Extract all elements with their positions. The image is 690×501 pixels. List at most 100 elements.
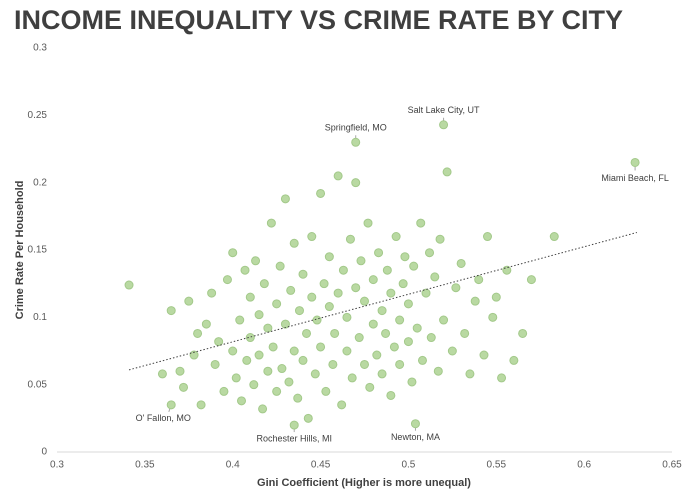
point (237, 396, 246, 406)
point (242, 355, 252, 365)
point (465, 369, 475, 379)
point (196, 400, 206, 410)
point (363, 218, 373, 228)
point (319, 279, 329, 289)
point (509, 355, 519, 365)
point (263, 366, 273, 376)
point (286, 285, 296, 295)
point (333, 288, 343, 298)
point (254, 350, 264, 360)
point (307, 232, 317, 242)
point (337, 400, 347, 410)
point (479, 350, 489, 360)
point (324, 252, 334, 262)
point (439, 120, 449, 130)
point (333, 171, 343, 181)
point (263, 323, 273, 333)
point (456, 258, 466, 268)
point (303, 413, 313, 423)
point (258, 404, 268, 414)
point (342, 346, 352, 356)
point (400, 252, 410, 262)
point (377, 306, 387, 316)
point (488, 312, 498, 322)
point (502, 265, 512, 275)
point (235, 315, 245, 325)
point (398, 279, 408, 289)
x-tick-label: 0.6 (577, 460, 591, 471)
point (470, 296, 480, 306)
point (228, 346, 238, 356)
point (549, 232, 559, 242)
point (426, 333, 436, 343)
point (386, 288, 396, 298)
y-axis-title: Crime Rate Per Household (14, 181, 26, 320)
point (298, 355, 308, 365)
point (175, 366, 185, 376)
point (207, 288, 217, 298)
point (324, 302, 334, 312)
point (328, 359, 338, 369)
point (179, 382, 189, 392)
point (316, 342, 326, 352)
point (166, 400, 176, 410)
point (294, 306, 304, 316)
point (421, 288, 431, 298)
point (240, 265, 250, 275)
point (166, 306, 176, 316)
point (518, 328, 528, 338)
annotation: Miami Beach, FL (601, 173, 669, 183)
trendline (128, 232, 637, 371)
point (124, 280, 134, 290)
point (184, 296, 194, 306)
point (377, 369, 387, 379)
y-tick-label: 0.2 (33, 177, 47, 188)
y-tick-label: 0.05 (28, 379, 48, 390)
point (272, 299, 282, 309)
point (360, 296, 369, 306)
y-tick-label: 0 (41, 447, 47, 458)
point (451, 283, 461, 293)
point (254, 310, 264, 320)
point (277, 364, 287, 374)
chart-title: INCOME INEQUALITY VS CRIME RATE BY CITY (14, 5, 623, 35)
point (330, 328, 340, 338)
point (280, 194, 290, 204)
point (483, 232, 492, 242)
point (201, 319, 211, 329)
point (345, 234, 355, 244)
point (351, 137, 361, 147)
point (316, 188, 326, 198)
point (342, 312, 352, 322)
point (157, 369, 167, 379)
point (409, 261, 419, 271)
x-tick-label: 0.3 (50, 460, 64, 471)
point (347, 373, 357, 383)
point (356, 256, 366, 266)
point (231, 373, 241, 383)
point (460, 328, 470, 338)
point (193, 328, 203, 338)
point (407, 377, 417, 387)
point (497, 373, 507, 383)
y-tick-label: 0.25 (28, 110, 48, 121)
point (222, 275, 232, 285)
x-tick-label: 0.35 (135, 460, 155, 471)
x-axis-title: Gini Coefficient (Higher is more unequal… (257, 477, 471, 489)
point (447, 346, 457, 356)
point (268, 342, 278, 352)
point (417, 355, 427, 365)
point (293, 393, 303, 403)
point (526, 275, 536, 285)
point (284, 377, 294, 387)
point (272, 386, 282, 396)
point (381, 328, 391, 338)
point (374, 248, 384, 258)
point (425, 248, 435, 258)
point (442, 167, 452, 177)
point (439, 315, 449, 325)
point (351, 178, 361, 188)
point (410, 419, 420, 429)
point (214, 337, 224, 347)
